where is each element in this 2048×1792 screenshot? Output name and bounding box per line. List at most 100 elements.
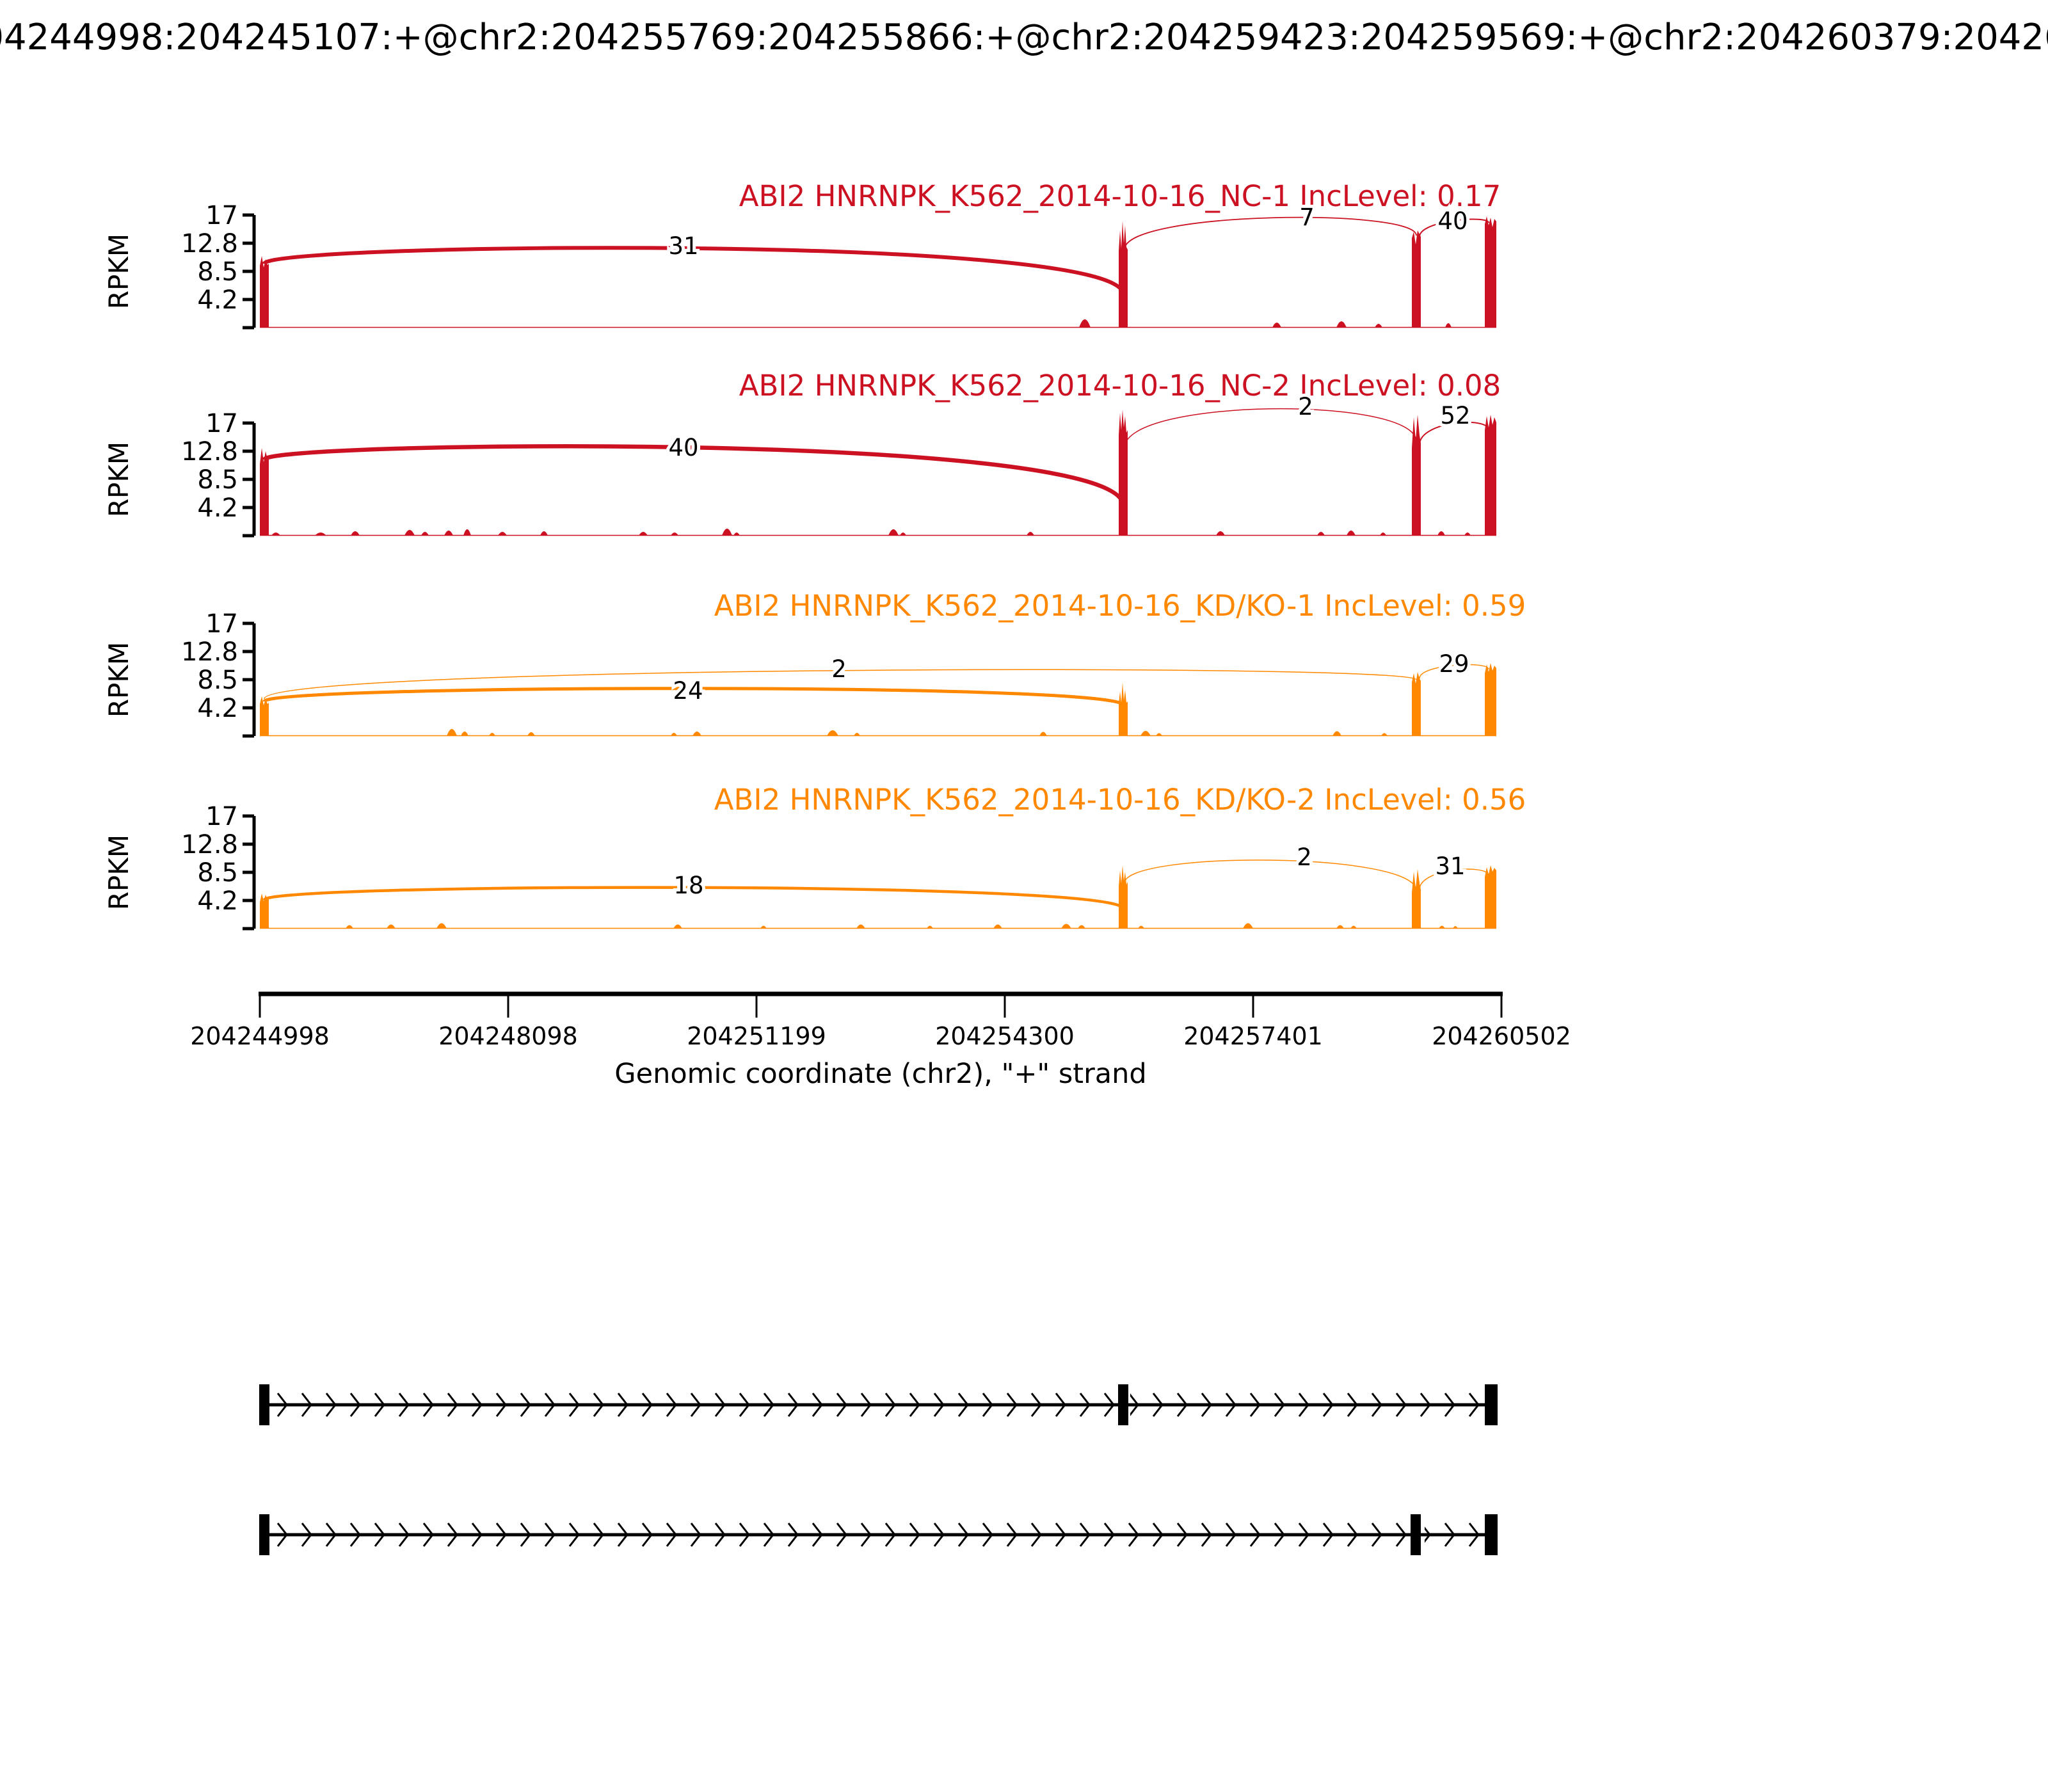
exon-coverage-2: [1119, 221, 1128, 328]
y-axis-ticks: [243, 814, 254, 931]
junction-count: 18: [673, 872, 703, 899]
y-tick-label: 12.8: [181, 830, 238, 860]
exon-block-2: [1118, 1384, 1128, 1425]
junction-arc: [1419, 664, 1489, 679]
exon-block-4: [1485, 1514, 1498, 1555]
exon-coverage-4: [1485, 865, 1496, 929]
y-tick-label: 12.8: [181, 229, 238, 259]
junction-count: 52: [1440, 402, 1470, 429]
y-tick-label: 8.5: [197, 257, 238, 287]
junction-arc: [262, 444, 1126, 506]
exon-coverage-2: [1119, 410, 1128, 536]
y-axis-title: RPKM: [103, 835, 134, 910]
y-axis-ticks: [243, 421, 254, 538]
exon-coverage-2: [1119, 865, 1128, 929]
exon-coverage-4: [1485, 216, 1496, 328]
track-nc-2: 17 12.8 8.5 4.2 RPKM ABI2 HNRNPK_K562_20…: [103, 369, 1501, 538]
y-tick-label: 8.5: [197, 465, 238, 495]
exon-coverage-4: [1485, 663, 1496, 736]
background-coverage-noise: [346, 923, 1458, 929]
isoform-1: [259, 1384, 1498, 1425]
junction-count: 40: [1437, 207, 1468, 235]
exon-block-3: [1411, 1514, 1421, 1555]
junction-count: 2: [831, 655, 847, 683]
junction-count: 31: [1435, 852, 1465, 880]
junction-count: 2: [1297, 844, 1312, 871]
strand-direction-arrows: [275, 1391, 1115, 1419]
junction-arc: [264, 669, 1417, 700]
exon-coverage-1: [260, 448, 269, 536]
x-axis-ticks: [259, 994, 1503, 1018]
exon-coverage-3: [1412, 869, 1421, 929]
event-id-title: 04244998:204245107:+@chr2:204255769:2042…: [0, 17, 2048, 58]
track-title: ABI2 HNRNPK_K562_2014-10-16_NC-2 IncLeve…: [739, 369, 1501, 403]
junction-arc: [262, 886, 1125, 911]
y-axis-title: RPKM: [103, 642, 134, 717]
y-tick-label: 8.5: [197, 666, 238, 695]
x-tick-label: 204251199: [687, 1022, 826, 1050]
exon-coverage-3: [1412, 230, 1421, 328]
strand-direction-arrows: [1130, 1391, 1482, 1419]
junction-count: 24: [673, 677, 703, 705]
exon-coverage-1: [260, 256, 269, 328]
junction-count: 31: [668, 232, 698, 260]
track-kdko-1: 17 12.8 8.5 4.2 RPKM ABI2 HNRNPK_K562_20…: [103, 589, 1526, 738]
background-coverage-noise: [1079, 319, 1452, 328]
junction-arc: [262, 687, 1125, 707]
y-axis-title: RPKM: [103, 442, 134, 517]
strand-direction-arrows: [275, 1521, 1409, 1549]
x-tick-label: 204244998: [190, 1022, 330, 1050]
track-title: ABI2 HNRNPK_K562_2014-10-16_KD/KO-2 IncL…: [714, 783, 1526, 817]
junction-arc: [1419, 421, 1489, 445]
x-tick-label: 204248098: [438, 1022, 578, 1050]
y-tick-label: 12.8: [181, 637, 238, 667]
x-axis: 204244998 204248098 204251199 204254300 …: [190, 991, 1571, 1090]
junction-arc: [1419, 218, 1489, 237]
x-tick-label: 204254300: [935, 1022, 1075, 1050]
exon-coverage-3: [1412, 672, 1421, 736]
y-tick-label: 4.2: [197, 886, 238, 916]
junction-arc: [1419, 868, 1489, 890]
junction-count: 7: [1299, 204, 1315, 231]
track-nc-1: 17 12.8 8.5 4.2 RPKM ABI2 HNRNPK_K562_20…: [103, 179, 1501, 330]
y-tick-label: 4.2: [197, 493, 238, 523]
junction-arc: [262, 246, 1125, 295]
strand-direction-arrows: [1425, 1521, 1482, 1549]
exon-coverage-2: [1119, 682, 1128, 736]
junction-count: 29: [1439, 650, 1469, 678]
x-tick-label: 204260502: [1432, 1022, 1571, 1050]
junction-arc: [1124, 216, 1417, 250]
exon-coverage-1: [260, 893, 269, 929]
track-kdko-2: 17 12.8 8.5 4.2 RPKM ABI2 HNRNPK_K562_20…: [103, 783, 1526, 931]
x-axis-title: Genomic coordinate (chr2), "+" strand: [614, 1058, 1146, 1090]
exon-coverage-4: [1485, 415, 1496, 536]
junction-arc: [1124, 408, 1417, 449]
y-axis-title: RPKM: [103, 234, 134, 309]
exon-block-4: [1485, 1384, 1498, 1425]
isoform-2: [259, 1514, 1498, 1555]
y-tick-label: 8.5: [197, 858, 238, 888]
exon-coverage-3: [1412, 415, 1421, 536]
exon-block-1: [259, 1514, 269, 1555]
track-title: ABI2 HNRNPK_K562_2014-10-16_NC-1 IncLeve…: [739, 179, 1501, 213]
y-tick-label: 17: [205, 201, 238, 230]
background-coverage-noise: [447, 729, 1388, 736]
y-axis-ticks: [243, 621, 254, 738]
y-tick-label: 4.2: [197, 694, 238, 723]
y-tick-label: 17: [205, 409, 238, 438]
background-coverage-noise: [271, 529, 1471, 536]
exon-coverage-1: [260, 696, 269, 736]
y-tick-label: 12.8: [181, 437, 238, 467]
track-title: ABI2 HNRNPK_K562_2014-10-16_KD/KO-1 IncL…: [714, 589, 1526, 623]
y-tick-label: 17: [205, 609, 238, 639]
junction-count: 2: [1298, 393, 1313, 420]
exon-block-1: [259, 1384, 269, 1425]
y-axis-ticks: [243, 213, 254, 330]
y-tick-label: 17: [205, 802, 238, 831]
junction-arc: [1124, 860, 1417, 892]
y-tick-label: 4.2: [197, 285, 238, 315]
x-tick-label: 204257401: [1183, 1022, 1323, 1050]
junction-count: 40: [668, 434, 698, 461]
